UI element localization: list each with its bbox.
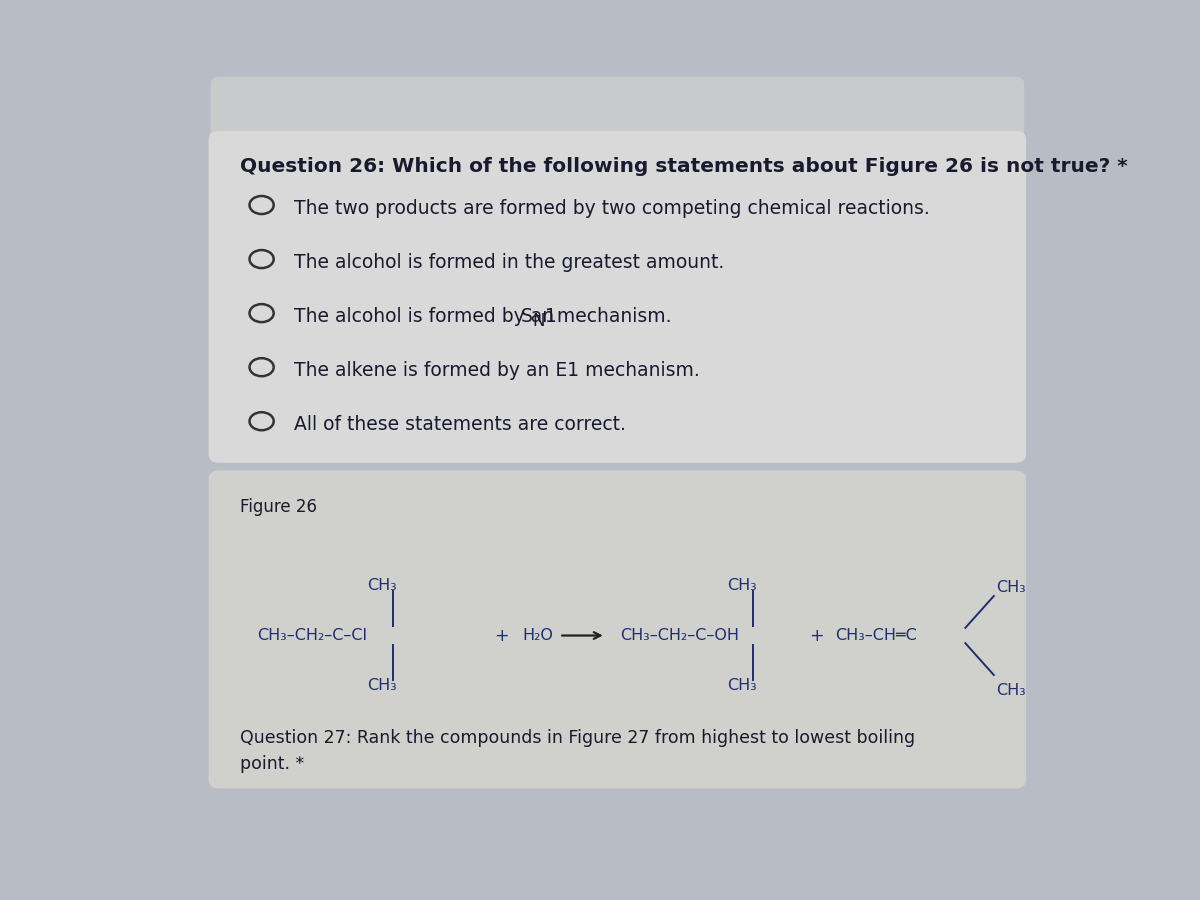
Text: CH₃: CH₃ [727, 578, 757, 593]
Text: CH₃: CH₃ [996, 580, 1026, 595]
FancyBboxPatch shape [209, 471, 1026, 788]
Text: CH₃: CH₃ [367, 678, 397, 693]
Text: The alcohol is formed by an: The alcohol is formed by an [294, 307, 560, 326]
Text: The two products are formed by two competing chemical reactions.: The two products are formed by two compe… [294, 199, 930, 218]
Text: CH₃: CH₃ [727, 678, 757, 693]
Text: Figure 26: Figure 26 [240, 499, 317, 517]
Text: The alcohol is formed in the greatest amount.: The alcohol is formed in the greatest am… [294, 253, 725, 272]
Text: S: S [521, 307, 533, 326]
Text: point. *: point. * [240, 755, 305, 773]
Text: Question 27: Rank the compounds in Figure 27 from highest to lowest boiling: Question 27: Rank the compounds in Figur… [240, 729, 916, 747]
FancyBboxPatch shape [209, 130, 1026, 463]
Text: CH₃–CH₂–C–OH: CH₃–CH₂–C–OH [619, 628, 739, 643]
Text: Question 26: Which of the following statements about Figure 26 is not true? *: Question 26: Which of the following stat… [240, 157, 1128, 176]
Text: 1mechanism.: 1mechanism. [545, 307, 672, 326]
Text: CH₃: CH₃ [367, 578, 397, 593]
Text: CH₃–CH═C: CH₃–CH═C [835, 628, 917, 643]
Text: +: + [494, 626, 509, 644]
Text: H₂O: H₂O [522, 628, 553, 643]
FancyBboxPatch shape [210, 76, 1024, 140]
Text: CH₃: CH₃ [996, 683, 1026, 698]
Text: N: N [533, 312, 545, 330]
Text: All of these statements are correct.: All of these statements are correct. [294, 415, 626, 434]
Text: CH₃–CH₂–C–Cl: CH₃–CH₂–C–Cl [257, 628, 367, 643]
Text: +: + [810, 626, 824, 644]
Text: The alkene is formed by an E1 mechanism.: The alkene is formed by an E1 mechanism. [294, 361, 700, 380]
